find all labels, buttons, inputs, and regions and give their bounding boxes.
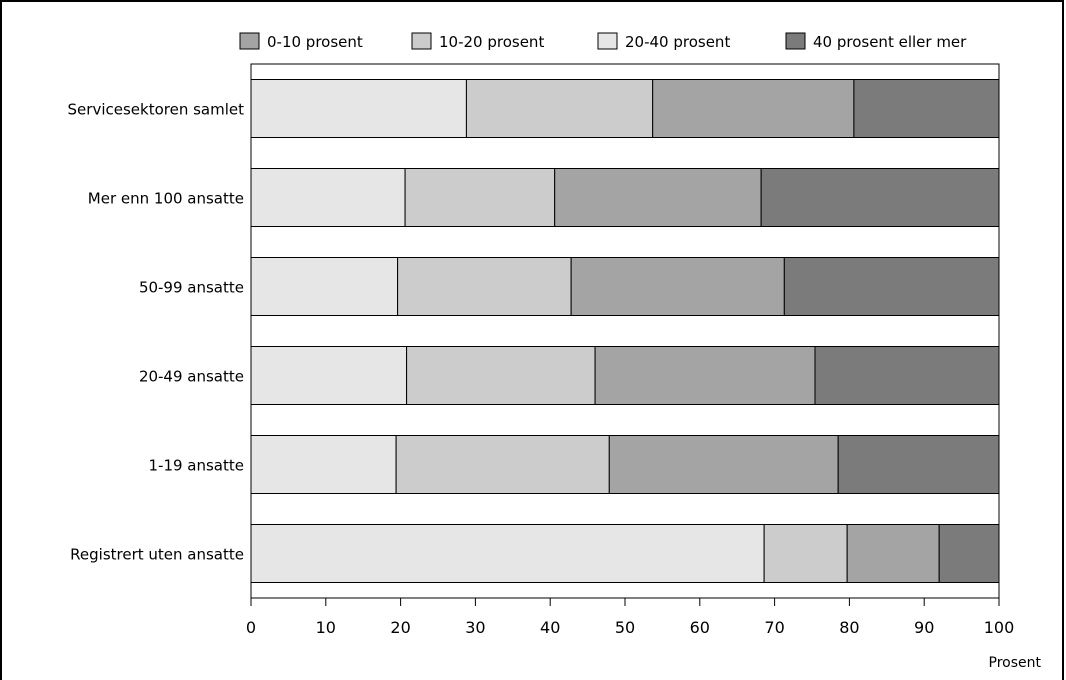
- x-tick-label: 100: [984, 618, 1015, 637]
- bar-20-49-ansatte-10-20-prosent: [406, 346, 596, 405]
- x-tick-label: 50: [615, 618, 635, 637]
- x-tick-label: 40: [540, 618, 560, 637]
- bar-registrert-uten-ansatte-20-40-prosent: [250, 524, 765, 583]
- x-axis: 0 10 20 30 40 50 60 70 80 90 100: [246, 598, 1014, 637]
- legend-label-20-40-prosent: 20-40 prosent: [625, 33, 730, 51]
- bar-mer-enn-100-ansatte-40-prosent-eller-mer: [760, 168, 1000, 227]
- category-label: 1-19 ansatte: [148, 457, 244, 475]
- bar-servicesektoren-samlet-0-10-prosent: [652, 79, 855, 138]
- bar-1-19-ansatte-0-10-prosent: [608, 435, 839, 494]
- bar-50-99-ansatte-20-40-prosent: [250, 257, 399, 316]
- x-tick-label: 90: [914, 618, 934, 637]
- category-label: Servicesektoren samlet: [68, 101, 245, 119]
- bar-1-19-ansatte-40-prosent-eller-mer: [837, 435, 1000, 494]
- bar-registrert-uten-ansatte-0-10-prosent: [846, 524, 940, 583]
- bar-mer-enn-100-ansatte-0-10-prosent: [554, 168, 762, 227]
- bar-mer-enn-100-ansatte-20-40-prosent: [250, 168, 406, 227]
- bar-50-99-ansatte-10-20-prosent: [397, 257, 572, 316]
- legend: 0-10 prosent 10-20 prosent 20-40 prosent 40…: [239, 32, 967, 51]
- x-tick-label: 30: [465, 618, 485, 637]
- plot-area: [250, 63, 1000, 599]
- category-label: Registrert uten ansatte: [70, 546, 244, 564]
- bar-1-19-ansatte-20-40-prosent: [250, 435, 397, 494]
- category-label: 50-99 ansatte: [139, 279, 244, 297]
- legend-label-10-20-prosent: 10-20 prosent: [439, 33, 544, 51]
- x-tick-label: 20: [390, 618, 410, 637]
- bars: [250, 79, 1000, 583]
- bar-50-99-ansatte-40-prosent-eller-mer: [783, 257, 1000, 316]
- bar-50-99-ansatte-0-10-prosent: [570, 257, 785, 316]
- category-label: Mer enn 100 ansatte: [88, 190, 244, 208]
- bar-servicesektoren-samlet-40-prosent-eller-mer: [853, 79, 1000, 138]
- legend-label-40-prosent-eller-mer: 40 prosent eller mer: [813, 33, 967, 51]
- x-tick-label: 70: [764, 618, 784, 637]
- legend-label-0-10-prosent: 0-10 prosent: [267, 33, 363, 51]
- bar-1-19-ansatte-10-20-prosent: [395, 435, 610, 494]
- bar-servicesektoren-samlet-10-20-prosent: [465, 79, 654, 138]
- bar-registrert-uten-ansatte-10-20-prosent: [763, 524, 848, 583]
- bar-20-49-ansatte-40-prosent-eller-mer: [814, 346, 1000, 405]
- legend-swatch-0-10-prosent: [239, 32, 260, 50]
- bar-registrert-uten-ansatte-40-prosent-eller-mer: [938, 524, 1000, 583]
- x-axis-title: Prosent: [989, 655, 1042, 671]
- bar-servicesektoren-samlet-20-40-prosent: [250, 79, 467, 138]
- bar-mer-enn-100-ansatte-10-20-prosent: [404, 168, 556, 227]
- bar-20-49-ansatte-0-10-prosent: [594, 346, 816, 405]
- category-label: 20-49 ansatte: [139, 368, 244, 386]
- legend-swatch-20-40-prosent: [597, 32, 618, 50]
- bar-20-49-ansatte-20-40-prosent: [250, 346, 408, 405]
- legend-swatch-10-20-prosent: [411, 32, 432, 50]
- x-tick-label: 60: [690, 618, 710, 637]
- legend-swatch-40-prosent-eller-mer: [785, 32, 806, 50]
- category-labels: Servicesektoren samlet Mer enn 100 ansatt…: [68, 101, 245, 564]
- x-tick-label: 80: [839, 618, 859, 637]
- x-tick-label: 0: [246, 618, 256, 637]
- x-tick-label: 10: [316, 618, 336, 637]
